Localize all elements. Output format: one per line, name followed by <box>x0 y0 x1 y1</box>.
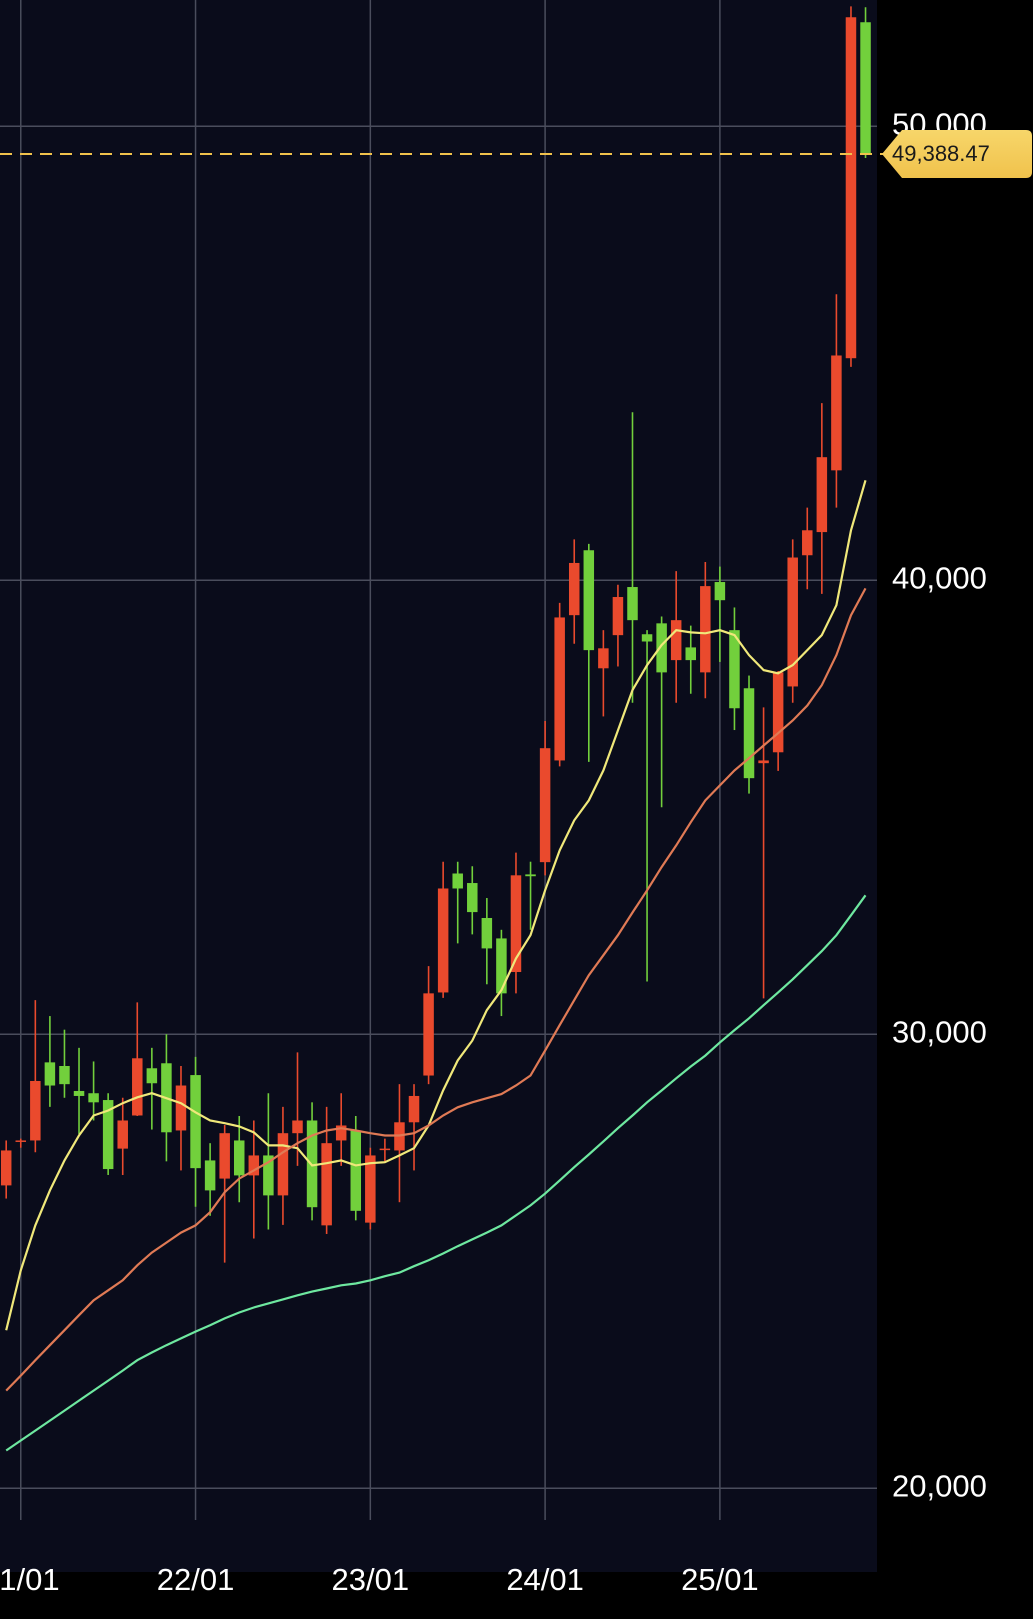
moving-average-line <box>5 479 867 1331</box>
candle-body <box>0 1150 12 1186</box>
candle-body <box>175 1085 187 1131</box>
moving-average-line <box>5 894 867 1452</box>
candle-body <box>263 1155 274 1196</box>
candle-body <box>30 1080 41 1141</box>
candle-body <box>670 620 682 661</box>
candle-body <box>554 617 565 761</box>
candle-body <box>481 917 493 949</box>
candle-body <box>525 874 536 877</box>
y-tick-label: 30,000 <box>892 1014 987 1049</box>
x-tick-label: 21/01 <box>0 1562 60 1597</box>
candle-body <box>146 1068 158 1084</box>
candle-body <box>700 586 711 673</box>
candle-body <box>44 1062 56 1086</box>
candle-body <box>190 1075 201 1169</box>
candle-body <box>233 1140 245 1176</box>
candle-body <box>204 1160 216 1191</box>
candle-body <box>292 1120 303 1134</box>
candle-body <box>729 630 740 709</box>
candle-body <box>831 355 842 471</box>
candle-body <box>641 634 653 642</box>
candle-body <box>452 873 463 889</box>
candle-body <box>598 648 609 669</box>
candle-body <box>496 938 507 994</box>
price-label: 49,388.47 <box>892 141 990 166</box>
candle-body <box>845 17 857 359</box>
plot-area <box>0 0 877 1572</box>
candle-body <box>88 1093 99 1103</box>
candle-body <box>423 993 434 1076</box>
candle-body <box>117 1120 128 1149</box>
candle-body <box>335 1125 347 1141</box>
candle-body <box>539 748 551 863</box>
moving-average-line <box>5 587 867 1392</box>
candle-body <box>277 1133 289 1196</box>
candle-body <box>15 1140 27 1142</box>
x-tick-label: 24/01 <box>506 1562 584 1597</box>
candle-body <box>365 1155 376 1223</box>
candle-body <box>510 875 522 973</box>
candle-body <box>408 1095 420 1123</box>
y-tick-label: 40,000 <box>892 560 987 595</box>
candle-body <box>321 1143 332 1226</box>
candle-body <box>59 1065 70 1085</box>
candle-body <box>743 688 755 779</box>
x-tick-label: 25/01 <box>681 1562 759 1597</box>
candle-body <box>802 530 813 556</box>
candle-body <box>772 672 784 753</box>
candle-body <box>132 1058 143 1116</box>
x-tick-label: 23/01 <box>332 1562 410 1597</box>
candle-body <box>627 587 638 621</box>
x-tick-label: 22/01 <box>157 1562 235 1597</box>
candle-body <box>816 457 828 533</box>
candle-body <box>219 1133 230 1179</box>
candle-body <box>685 647 697 661</box>
candle-body <box>787 557 798 687</box>
candle-body <box>612 597 624 636</box>
y-tick-label: 20,000 <box>892 1468 987 1503</box>
candle-body <box>583 550 595 651</box>
axis-pane <box>877 0 1033 1572</box>
candle-body <box>350 1130 362 1211</box>
candle-body <box>758 760 769 764</box>
candle-body <box>656 623 667 673</box>
price-label-box <box>882 129 1032 178</box>
candle-body <box>568 562 580 616</box>
candle-body <box>714 582 726 601</box>
candle-body <box>248 1155 260 1176</box>
candle-body <box>379 1148 391 1151</box>
candle-body <box>467 883 478 913</box>
candle-body <box>102 1100 114 1170</box>
candle-body <box>437 888 449 993</box>
candle-body <box>73 1090 85 1096</box>
candle-body <box>860 22 871 154</box>
